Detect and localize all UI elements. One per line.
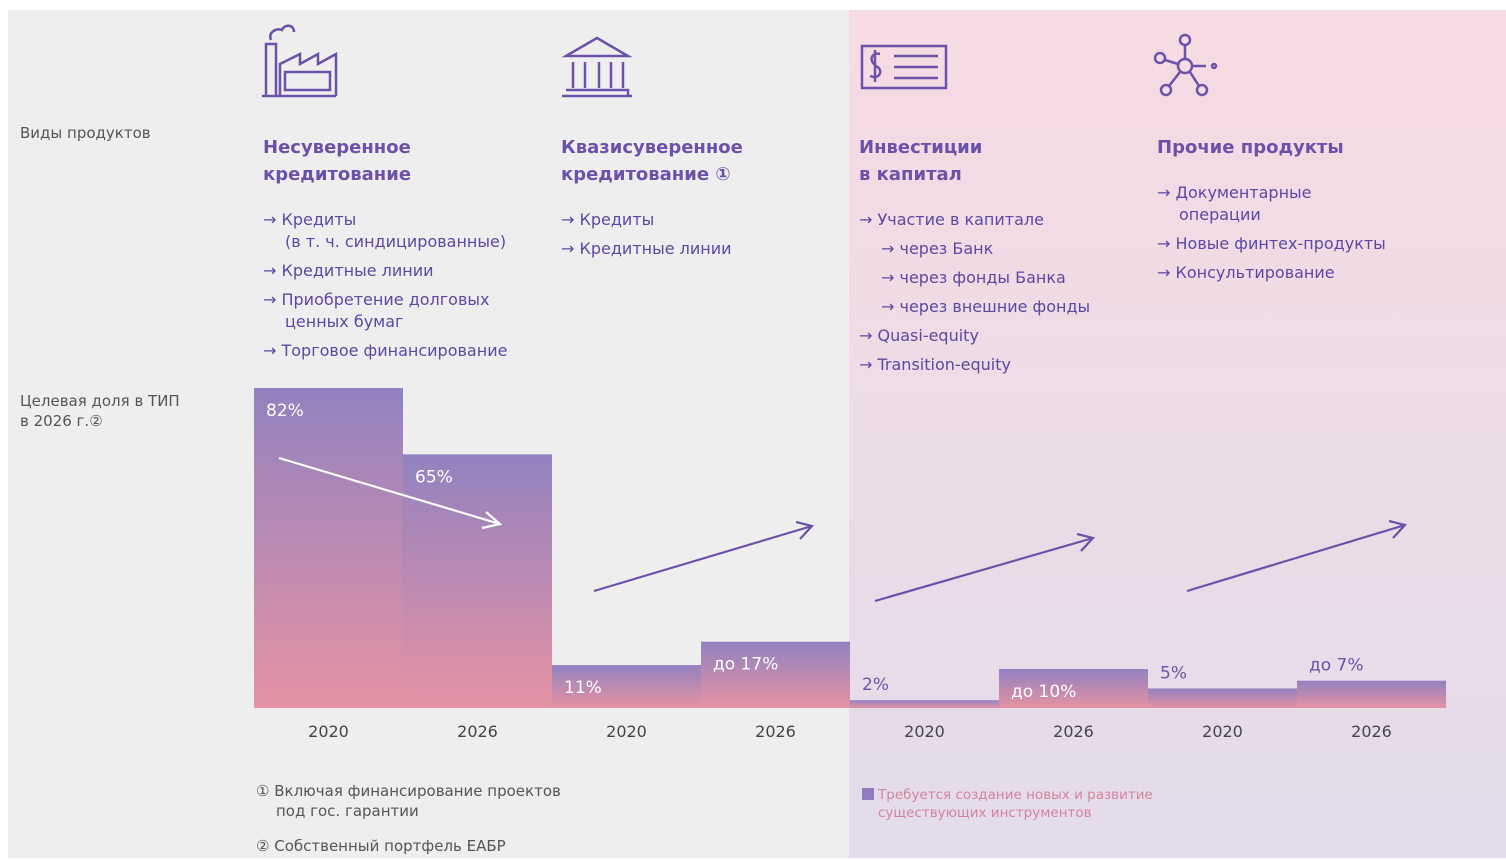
- product-item: → Новые финтех-продукты: [1157, 234, 1386, 253]
- product-item: → Кредитные линии: [263, 261, 434, 280]
- row-label: Виды продуктов: [20, 124, 151, 142]
- product-item: → Документарные операции: [1157, 183, 1312, 224]
- product-subitem: → через Банк: [881, 239, 994, 258]
- product-items: → Кредиты (в т. ч. синдицированные) → Кре…: [263, 209, 553, 362]
- product-items: → Документарные операции → Новые финтех-п…: [1157, 182, 1447, 284]
- item-group: → Кредиты: [561, 209, 851, 231]
- product-item: → Quasi-equity: [859, 326, 979, 345]
- x-tick-label: 2026: [1053, 722, 1094, 741]
- product-item: → Transition-equity: [859, 355, 1011, 374]
- arrow: [1186, 519, 1408, 593]
- item-group: → Quasi-equity: [859, 325, 1149, 347]
- product-column: Несуверенное кредитование → Кредиты (в т. …: [263, 134, 553, 369]
- icons: [262, 24, 1218, 98]
- x-tick-label: 2026: [755, 722, 796, 741]
- bar: [701, 641, 850, 708]
- product-title: Квазисуверенное: [561, 137, 743, 158]
- product-item: → Консультирование: [1157, 263, 1335, 282]
- value-label: 65%: [415, 467, 453, 487]
- item-group: → Консультирование: [1157, 262, 1447, 284]
- product-title: Прочие продукты: [1157, 137, 1344, 158]
- product-title: кредитование: [263, 164, 412, 185]
- item-group: → Кредитные линии: [561, 238, 851, 260]
- x-tick-label: 2020: [904, 722, 945, 741]
- bar: [403, 454, 552, 708]
- cheque-lines: [869, 50, 938, 82]
- item-group: → Кредитные линии: [263, 260, 553, 282]
- product-column: Квазисуверенное кредитование ① → Кредиты → …: [561, 134, 851, 267]
- product-title: в капитал: [859, 164, 962, 185]
- value-label: 5%: [1160, 663, 1187, 683]
- item-group: → Участие в капитале → через Банк → через …: [859, 209, 1149, 318]
- item-group: → Торговое финансирование: [263, 340, 553, 362]
- value-label: 11%: [564, 678, 602, 698]
- item-group: → Transition-equity: [859, 354, 1149, 376]
- x-tick-label: 2026: [457, 722, 498, 741]
- product-item: → Приобретение долговых ценных бумаг: [263, 290, 490, 331]
- product-title: кредитование ①: [561, 164, 731, 185]
- bar: [254, 388, 403, 708]
- legend-text: Требуется создание новых и развитие суще…: [878, 787, 1153, 821]
- value-label: до 7%: [1309, 656, 1364, 676]
- bar: [1148, 688, 1297, 708]
- row-label: Целевая доля в ТИП в 2026 г.②: [20, 392, 180, 430]
- trend-arrows: [278, 456, 1408, 603]
- product-subitem: → через фонды Банка: [881, 268, 1066, 287]
- footnote: ① Включая финансирование проектов под го…: [256, 782, 561, 820]
- arrow: [593, 520, 815, 593]
- product-items: → Кредиты → Кредитные линии: [561, 209, 851, 260]
- factory-icon: [262, 42, 338, 98]
- item-group: → Приобретение долговых ценных бумаг: [263, 289, 553, 333]
- product-column: Прочие продукты → Документарные операции →…: [1157, 134, 1447, 291]
- product-column: Инвестиции в капитал → Участие в капитале →…: [859, 134, 1149, 383]
- product-item: → Участие в капитале: [859, 210, 1044, 229]
- product-item: → Кредиты: [561, 210, 655, 229]
- x-tick-label: 2020: [606, 722, 647, 741]
- x-tick-label: 2020: [1202, 722, 1243, 741]
- arrow: [278, 456, 503, 530]
- product-subitem: → через внешние фонды: [881, 297, 1091, 316]
- item-group: → Новые финтех-продукты: [1157, 233, 1447, 255]
- legend-swatch: [862, 788, 874, 800]
- highlight-area: [849, 10, 1506, 858]
- bar: [1297, 680, 1446, 708]
- value-label: 82%: [266, 401, 304, 421]
- footnote: ② Собственный портфель ЕАБР: [256, 837, 506, 855]
- bar: [552, 665, 701, 708]
- product-items: → Участие в капитале → через Банк → через …: [859, 209, 1149, 376]
- x-tick-label: 2026: [1351, 722, 1392, 741]
- value-label: до 10%: [1011, 682, 1076, 702]
- bank-icon: [561, 36, 633, 98]
- smoke: [269, 24, 296, 41]
- bar: [999, 668, 1148, 708]
- item-group: → Документарные операции: [1157, 182, 1447, 226]
- bar: [850, 700, 999, 708]
- arrow: [874, 532, 1096, 603]
- item-group: → Кредиты (в т. ч. синдицированные): [263, 209, 553, 253]
- bars: 82% 2020 65% 2026 11% 2020 до 17% 2026 2% 2020 до …: [254, 388, 1446, 741]
- value-label: до 17%: [713, 655, 778, 675]
- cheque-icon: [860, 44, 948, 90]
- product-item: → Кредиты (в т. ч. синдицированные): [263, 210, 507, 251]
- product-title: Инвестиции: [859, 137, 983, 158]
- product-item: → Кредитные линии: [561, 239, 732, 258]
- value-label: 2%: [862, 675, 889, 695]
- x-tick-label: 2020: [308, 722, 349, 741]
- product-title: Несуверенное: [263, 137, 411, 158]
- product-item: → Торговое финансирование: [263, 341, 508, 360]
